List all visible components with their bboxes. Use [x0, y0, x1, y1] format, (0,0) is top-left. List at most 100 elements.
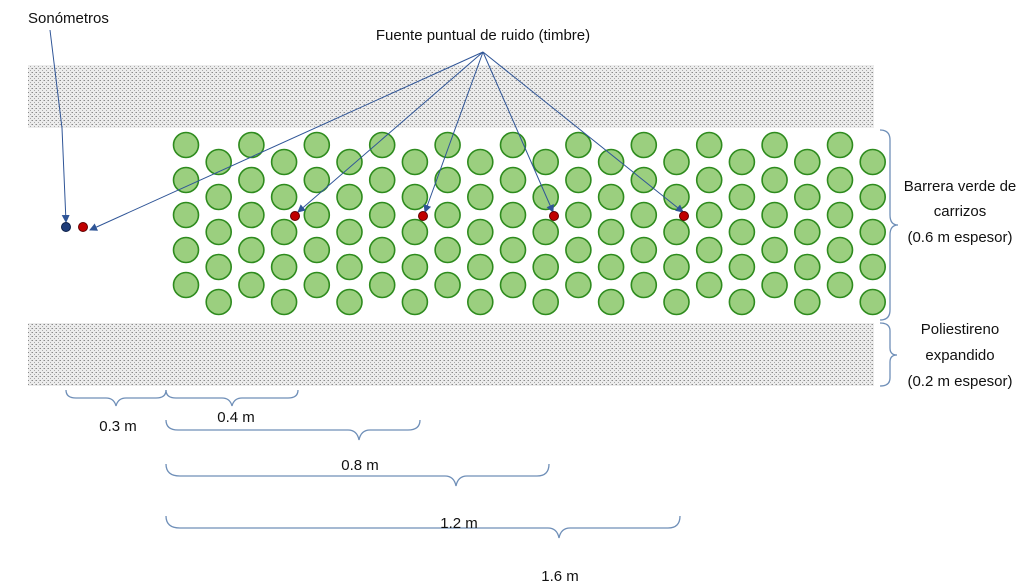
reed-circle — [368, 131, 396, 159]
arrow-to-source-meter — [89, 51, 484, 231]
reed-circle — [238, 236, 265, 264]
reed-circle — [336, 288, 363, 316]
reed-circle — [761, 131, 788, 159]
reed-circle — [859, 288, 887, 316]
reed-circle — [793, 183, 821, 211]
reed-circle — [565, 271, 592, 299]
reed-circle — [466, 183, 494, 211]
brace-0.8m — [165, 419, 421, 441]
reed-circle — [172, 166, 200, 194]
sonometros-label: Sonómetros — [28, 10, 109, 27]
arrow-to-source-12 — [482, 51, 554, 213]
reed-circle — [859, 183, 887, 211]
brace-1.6m — [165, 515, 681, 539]
reed-circle — [793, 253, 821, 281]
reed-circle — [597, 218, 625, 246]
reed-circle — [401, 218, 429, 246]
reed-circle — [663, 288, 690, 316]
polystyrene-bottom-band — [28, 323, 874, 386]
reed-circle — [434, 166, 461, 194]
polystyrene-label-line2: expandido — [925, 347, 994, 364]
brace-1.2m — [165, 463, 550, 487]
meter-dot-red — [78, 222, 88, 232]
reed-circle — [663, 253, 690, 281]
reed-circle — [401, 148, 429, 176]
reed-circle — [630, 131, 658, 159]
reed-circle — [663, 183, 690, 211]
polystyrene-brace — [879, 322, 898, 387]
reed-circle — [728, 218, 756, 246]
reed-circle — [303, 271, 331, 299]
arrow-to-source-08 — [423, 51, 484, 213]
reed-circle — [270, 183, 298, 211]
reed-circle — [172, 236, 200, 264]
reed-circle — [728, 288, 756, 316]
reed-circle — [336, 253, 363, 281]
arrow-to-source-16 — [482, 51, 684, 213]
reed-circle — [565, 201, 592, 229]
reed-circle — [859, 253, 887, 281]
reed-circle — [597, 253, 625, 281]
reed-circle — [597, 183, 625, 211]
reed-circle — [499, 201, 527, 229]
reed-circle — [826, 271, 854, 299]
reed-circle — [532, 183, 560, 211]
reed-circle — [826, 236, 854, 264]
reed-circle — [630, 271, 658, 299]
reed-circle — [695, 271, 723, 299]
reed-circle — [793, 148, 821, 176]
source-dot-16 — [679, 211, 689, 221]
reed-circle — [368, 236, 396, 264]
reed-circle — [630, 201, 658, 229]
reed-circle — [663, 148, 690, 176]
reed-circle — [499, 166, 527, 194]
reed-circle — [565, 166, 592, 194]
reed-circle — [597, 148, 625, 176]
brace-0.4m — [165, 389, 299, 407]
reed-circle — [532, 288, 560, 316]
reed-circle — [172, 131, 200, 159]
reed-circle — [205, 218, 232, 246]
reed-circle — [499, 131, 527, 159]
reed-circle — [663, 218, 690, 246]
reed-circle — [565, 236, 592, 264]
distance-0.4m-label: 0.4 m — [217, 409, 255, 426]
reed-circle — [336, 183, 363, 211]
reed-circle — [434, 131, 461, 159]
reed-circle — [793, 288, 821, 316]
reed-circle — [499, 236, 527, 264]
reed-circle — [238, 201, 265, 229]
source-arrows — [49, 29, 684, 231]
reed-circle — [826, 131, 854, 159]
distance-0.8m-label: 0.8 m — [341, 457, 379, 474]
reed-circle — [728, 183, 756, 211]
brace-0.3m — [65, 389, 167, 407]
reed-circle — [466, 253, 494, 281]
reed-circle — [859, 218, 887, 246]
reed-barrier — [172, 131, 887, 316]
reed-circle — [532, 148, 560, 176]
reed-circle — [368, 271, 396, 299]
reed-circle — [401, 183, 429, 211]
reed-circle — [826, 201, 854, 229]
reed-circle — [761, 201, 788, 229]
reed-circle — [270, 253, 298, 281]
reed-circle — [205, 148, 232, 176]
reed-circle — [466, 288, 494, 316]
reed-circle — [368, 201, 396, 229]
reed-circle — [826, 166, 854, 194]
reed-circle — [532, 253, 560, 281]
reed-circle — [466, 218, 494, 246]
barrier-label-line2: carrizos — [934, 203, 987, 220]
distance-braces — [65, 389, 681, 539]
reed-circle — [434, 236, 461, 264]
reed-circle — [303, 201, 331, 229]
distance-1.6m-label: 1.6 m — [541, 568, 579, 585]
source-dot-04 — [290, 211, 300, 221]
source-dot-12 — [549, 211, 559, 221]
reed-circle — [401, 253, 429, 281]
reed-circle — [695, 201, 723, 229]
reed-circle — [630, 236, 658, 264]
reed-circle — [532, 218, 560, 246]
